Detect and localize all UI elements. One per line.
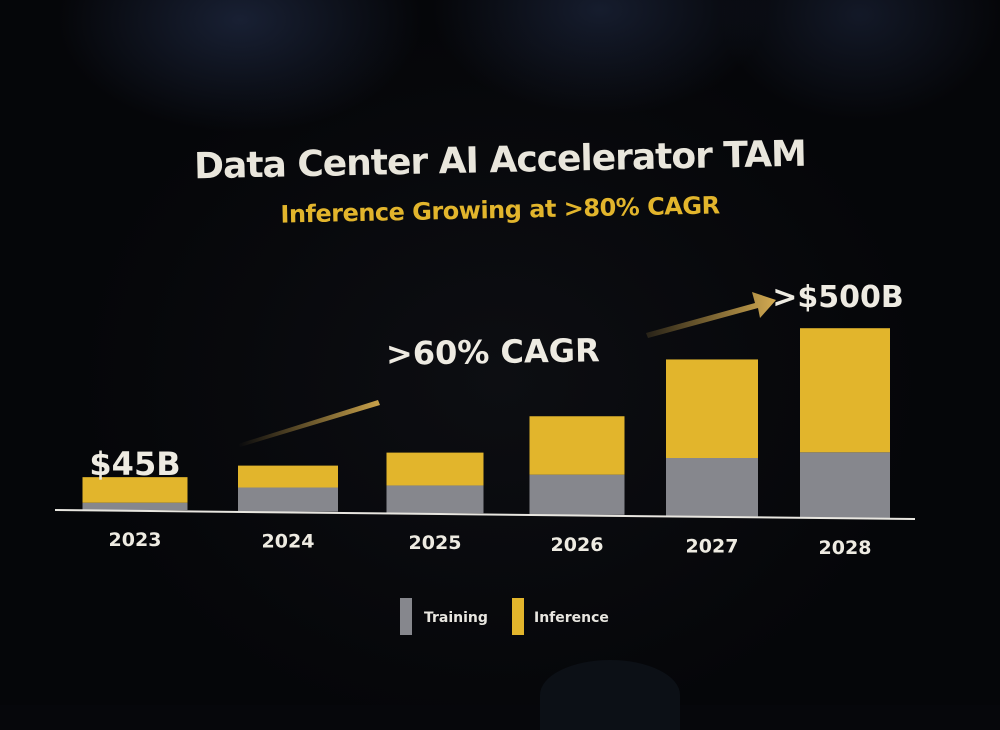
x-tick-label-2025: 2025	[409, 532, 462, 554]
bar-inference-2024	[238, 465, 338, 488]
bar-training-2024	[238, 487, 338, 512]
annotation-60-cagr: >60% CAGR	[386, 331, 600, 373]
audience-head-silhouette	[540, 660, 680, 730]
stacked-bar-chart: 2023 2024 2025 2026 2027 2028 $45B >60% CAGR …	[54, 280, 916, 635]
x-tick-label-2027: 2027	[686, 535, 739, 557]
bar-inference-2028	[800, 328, 890, 453]
annotation-500b: >$500B	[772, 280, 904, 315]
legend-swatch-training	[400, 598, 412, 635]
bar-inference-2025	[386, 452, 484, 486]
bar-training-2026	[529, 474, 625, 515]
x-tick-label-2026: 2026	[551, 534, 604, 556]
bar-training-2025	[386, 485, 484, 514]
x-tick-label-2024: 2024	[262, 531, 315, 553]
legend: Training Inference	[400, 598, 609, 635]
annotation-45b: $45B	[89, 445, 180, 483]
growth-arrow-right	[646, 292, 776, 338]
bar-training-2023	[82, 502, 188, 510]
bar-training-2028	[800, 452, 890, 518]
legend-label-training: Training	[424, 610, 488, 626]
growth-arrow-left	[238, 400, 380, 447]
bar-inference-2027	[666, 359, 758, 458]
x-tick-label-2028: 2028	[819, 537, 872, 559]
bar-inference-2026	[529, 416, 625, 475]
bar-inference-2023	[82, 477, 188, 503]
x-tick-label-2023: 2023	[109, 529, 162, 551]
bar-training-2027	[666, 458, 758, 517]
legend-label-inference: Inference	[534, 610, 609, 626]
legend-swatch-inference	[512, 598, 524, 635]
x-axis-baseline	[54, 509, 916, 520]
